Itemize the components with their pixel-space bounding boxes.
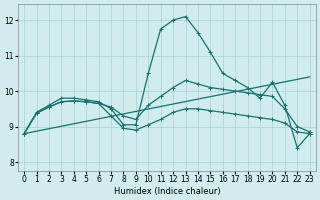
X-axis label: Humidex (Indice chaleur): Humidex (Indice chaleur) [114,187,220,196]
